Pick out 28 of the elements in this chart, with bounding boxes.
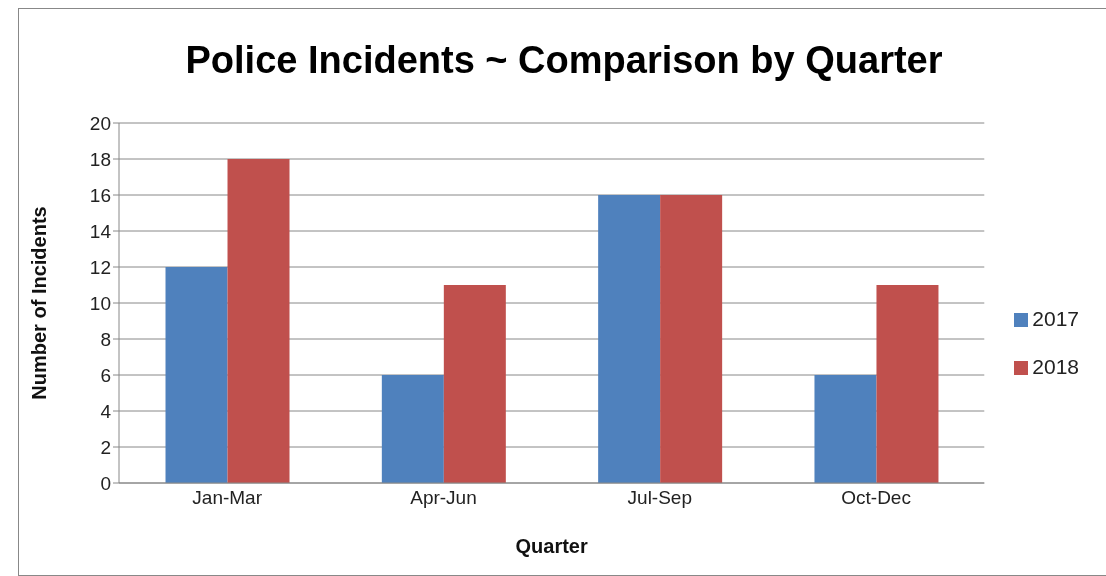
legend-label: 2018: [1032, 355, 1079, 378]
y-tick-label: 2: [100, 436, 111, 458]
y-tick-label: 4: [100, 400, 112, 422]
bar: [165, 267, 228, 483]
y-tick-label: 20: [89, 112, 111, 134]
x-axis-title: Quarter: [515, 535, 588, 557]
y-tick-label: 18: [89, 148, 111, 170]
y-axis-title: Number of Incidents: [28, 206, 51, 400]
y-tick-label: 10: [89, 292, 111, 314]
bar: [814, 375, 877, 483]
bar: [876, 285, 939, 483]
bar: [227, 159, 290, 483]
y-tick-label: 14: [89, 220, 112, 242]
bar: [598, 195, 661, 483]
y-tick-label: 6: [100, 364, 111, 386]
x-tick-label: Jan-Mar: [192, 487, 263, 509]
x-tick-label: Oct-Dec: [841, 487, 911, 509]
x-tick-label: Apr-Jun: [410, 487, 477, 509]
y-tick-label: 0: [100, 472, 111, 494]
bar: [443, 285, 506, 483]
y-tick-label: 8: [100, 328, 111, 350]
bar: [381, 375, 444, 483]
y-tick-label: 12: [89, 256, 111, 278]
bar: [660, 195, 723, 483]
legend-label: 2017: [1032, 307, 1079, 330]
chart-title: Police Incidents ~ Comparison by Quarter: [184, 39, 944, 82]
y-tick-label: 16: [89, 184, 111, 206]
x-tick-label: Jul-Sep: [627, 487, 693, 509]
